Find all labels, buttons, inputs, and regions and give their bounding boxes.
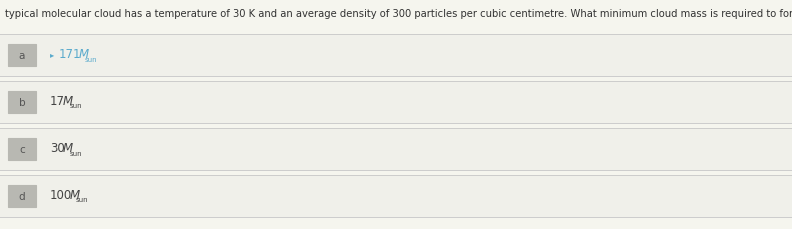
Text: a: a [19, 51, 25, 61]
Text: 171: 171 [59, 48, 82, 61]
Bar [0, 128, 792, 170]
Text: $\mathit{M}$: $\mathit{M}$ [63, 95, 74, 108]
Text: $\mathit{M}$: $\mathit{M}$ [69, 189, 81, 202]
Text: 100: 100 [50, 189, 72, 202]
Bar [0, 217, 792, 229]
FancyBboxPatch shape [8, 138, 36, 160]
Text: sun: sun [70, 103, 82, 109]
Text: d: d [19, 191, 25, 201]
Text: sun: sun [76, 197, 89, 203]
FancyBboxPatch shape [8, 92, 36, 114]
Text: ▸: ▸ [50, 50, 54, 59]
Bar [0, 82, 792, 123]
Text: sun: sun [70, 150, 82, 156]
Bar [0, 175, 792, 217]
FancyBboxPatch shape [8, 45, 36, 67]
Text: $\mathit{M}$: $\mathit{M}$ [63, 142, 74, 155]
Text: 30: 30 [50, 142, 65, 155]
Text: 17: 17 [50, 95, 65, 108]
Text: $\mathit{M}$: $\mathit{M}$ [78, 48, 89, 61]
Text: c: c [19, 144, 25, 154]
Text: sun: sun [85, 56, 97, 62]
FancyBboxPatch shape [8, 185, 36, 207]
Text: typical molecular cloud has a temperature of 30 K and an average density of 300 : typical molecular cloud has a temperatur… [5, 9, 792, 19]
Text: b: b [19, 98, 25, 108]
Bar [0, 35, 792, 77]
